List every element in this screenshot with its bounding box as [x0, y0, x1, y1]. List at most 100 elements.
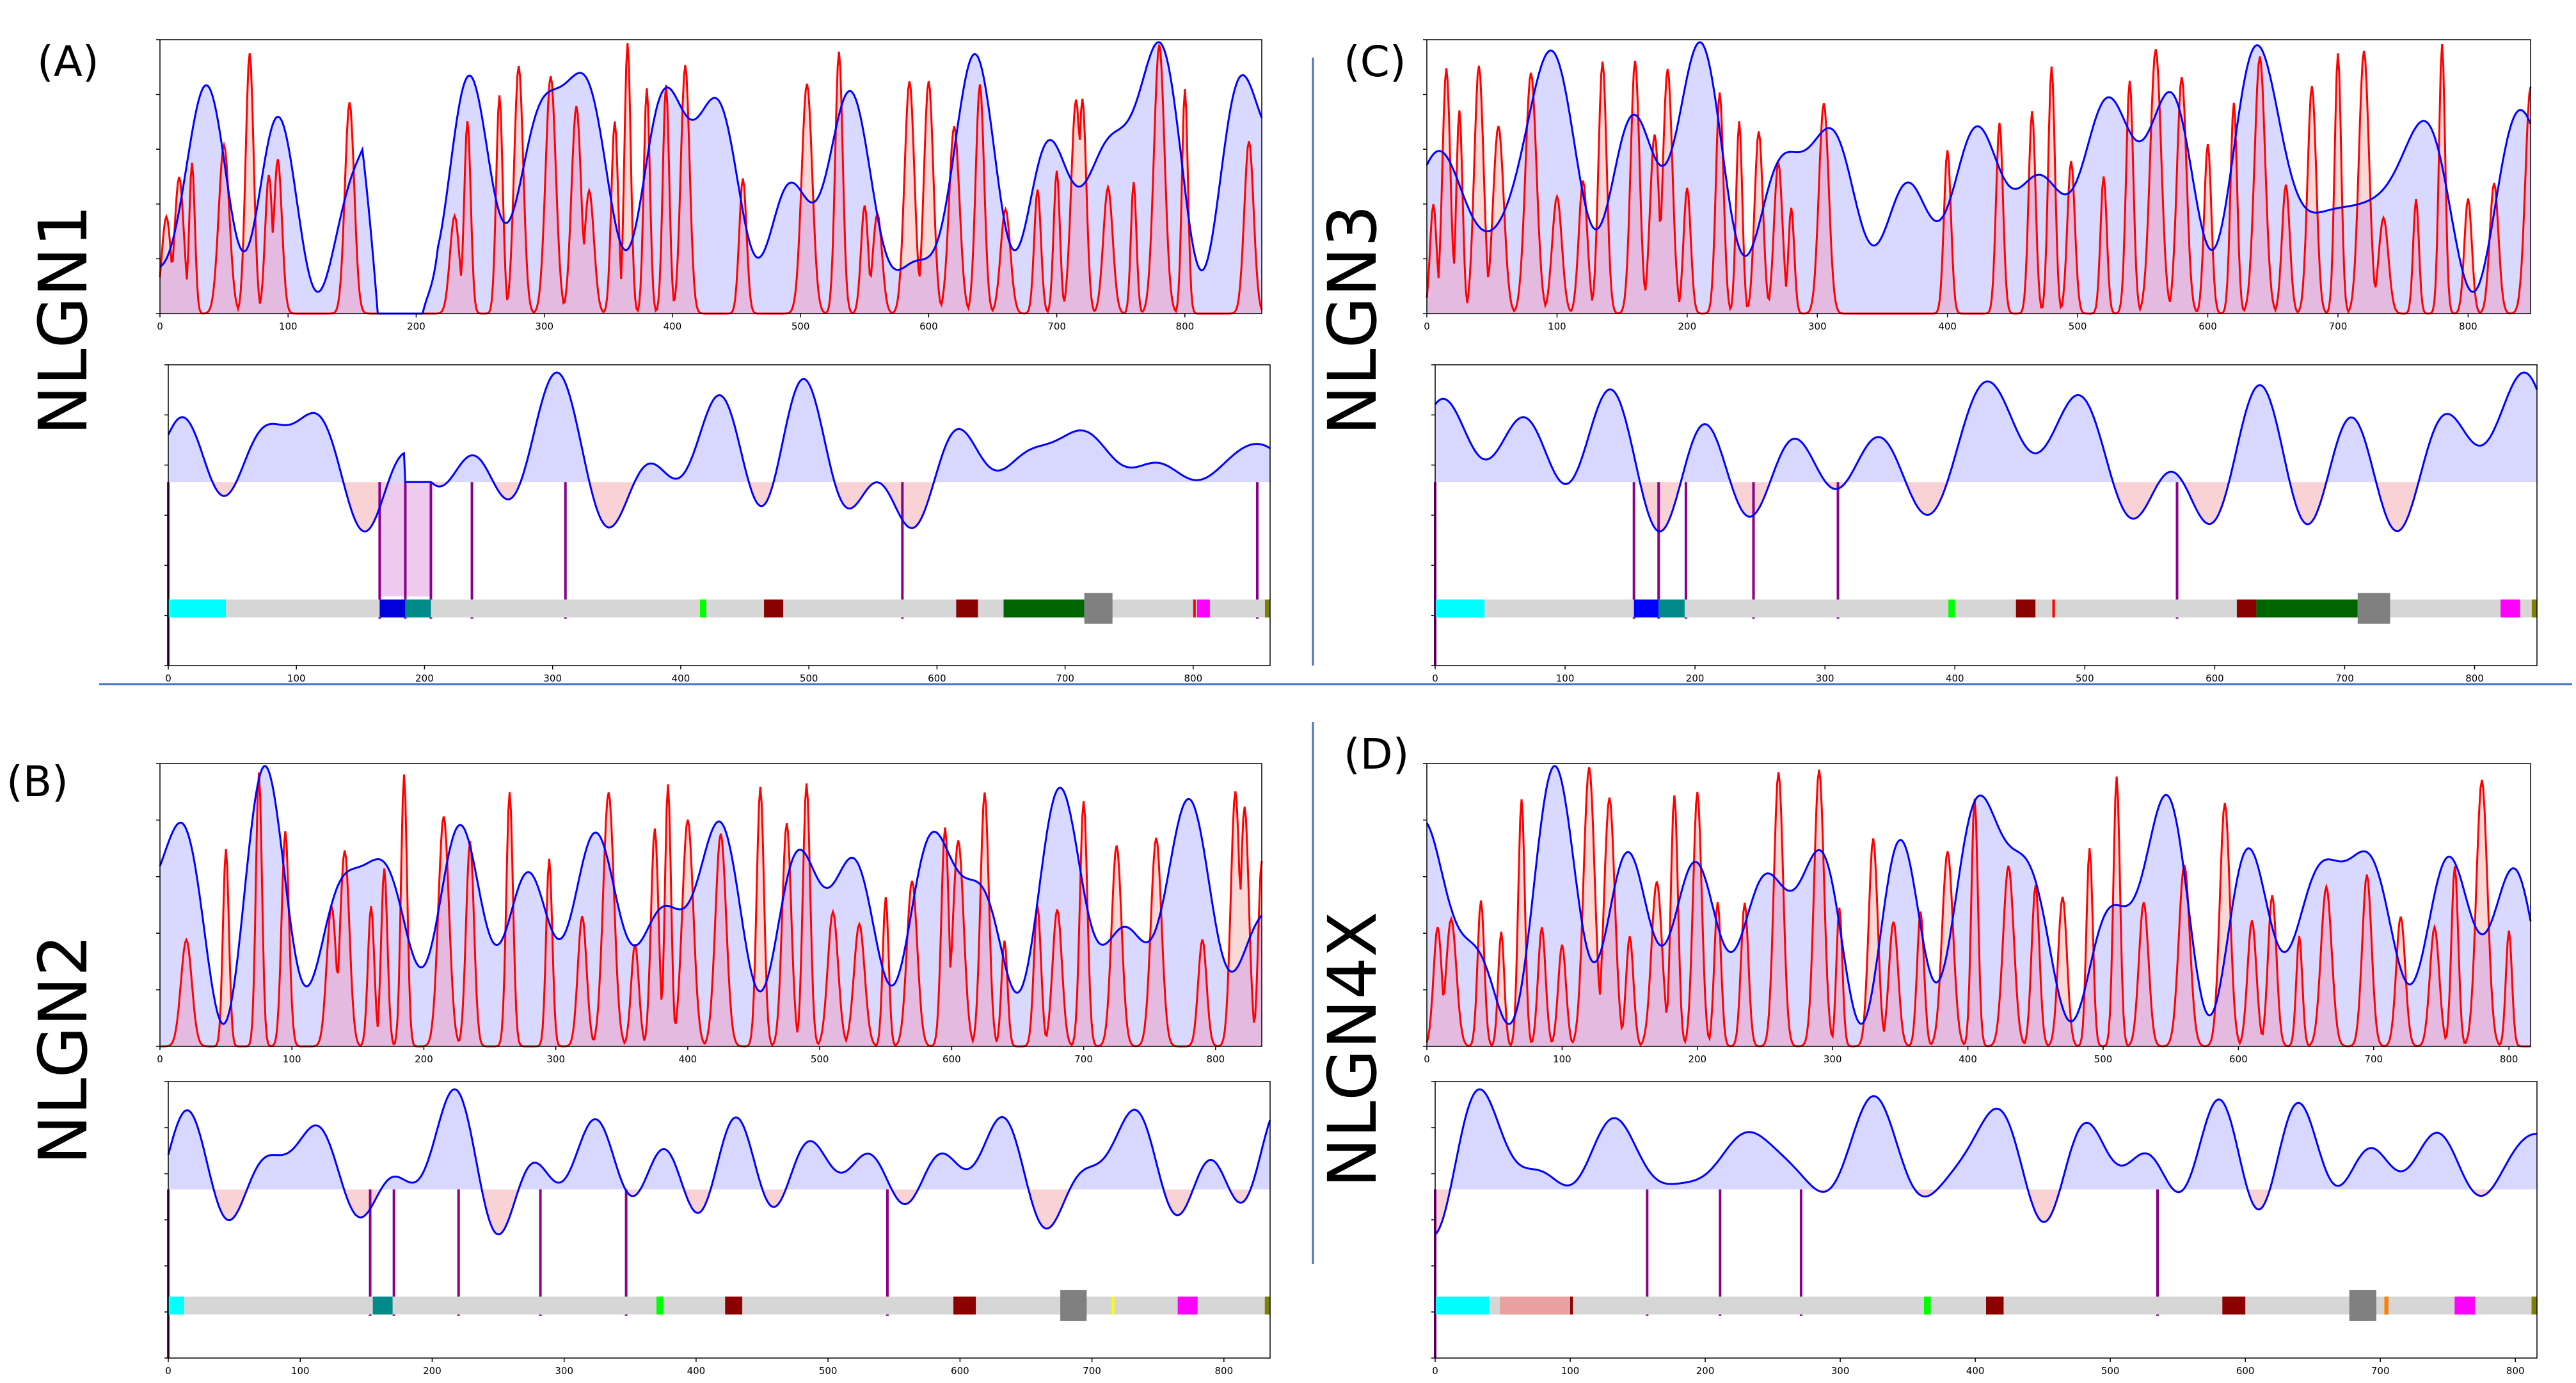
domain-block — [1060, 1290, 1087, 1321]
top-xtick-label: 400 — [664, 321, 682, 332]
domain-block — [372, 1296, 393, 1315]
top-plot: 0 100 200 300 400 500 600 700 800 — [1423, 39, 2532, 332]
blue-series-line — [1426, 41, 2532, 293]
blue-series-line — [159, 41, 1263, 315]
lower-xtick-label: 800 — [2506, 1365, 2525, 1377]
domain-block — [168, 599, 227, 618]
domain-block — [2256, 599, 2358, 618]
domain-block — [168, 1296, 184, 1315]
top-xtick-label: 0 — [1424, 321, 1430, 332]
lower-plot-frame — [168, 1081, 1271, 1359]
lower-negative-area — [168, 1189, 1270, 1235]
domain-block — [1264, 1296, 1270, 1315]
top-xtick-label: 300 — [1824, 1053, 1842, 1065]
lower-xtick-label: 200 — [1686, 673, 1705, 684]
domain-block — [1948, 599, 1955, 618]
domain-block — [1435, 1296, 1490, 1315]
lower-plot: 0 100 200 300 400 500 600 700 800 — [1431, 364, 2538, 684]
top-xtick-label: 200 — [1688, 1053, 1706, 1065]
top-xtick-label: 300 — [1808, 321, 1827, 332]
domain-block — [2349, 1290, 2376, 1321]
panel-label: (A) — [37, 37, 99, 86]
lower-xtick-label: 700 — [2335, 673, 2354, 684]
lower-negative-area — [1435, 1189, 2537, 1235]
domain-block — [1264, 599, 1270, 618]
lower-xtick-label: 700 — [2371, 1365, 2390, 1377]
lower-xtick-label: 400 — [1946, 673, 1964, 684]
domain-block — [2500, 599, 2520, 618]
top-xtick-label: 800 — [2459, 321, 2477, 332]
top-xtick-label: 100 — [283, 1053, 301, 1065]
lower-series-line — [1434, 1088, 2538, 1235]
overlap-area — [1427, 801, 2531, 1046]
top-plot-frame — [1426, 763, 2531, 1047]
top-xtick-label: 100 — [279, 321, 298, 332]
lower-plot: 0 100 200 300 400 500 600 700 800 — [164, 1081, 1271, 1377]
lower-xtick-label: 400 — [687, 1365, 706, 1377]
top-xtick-label: 500 — [2094, 1053, 2113, 1065]
top-xtick-label: 700 — [2329, 321, 2348, 332]
lower-xtick-label: 400 — [672, 673, 690, 684]
domain-block — [953, 1296, 976, 1315]
top-xtick-label: 600 — [919, 321, 938, 332]
lower-xtick-label: 800 — [1215, 1365, 1234, 1377]
lower-xtick-label: 0 — [1432, 1365, 1438, 1377]
blue-series-line — [159, 765, 1263, 1025]
protein-label: NLGN2 — [24, 934, 102, 1165]
lower-plot: 0 100 200 300 400 500 600 700 800 — [1431, 1081, 2538, 1377]
lower-xtick-label: 600 — [2236, 1365, 2255, 1377]
domain-block — [2454, 1296, 2475, 1315]
lower-xtick-label: 200 — [415, 673, 434, 684]
top-xtick-label: 300 — [546, 1053, 565, 1065]
blue-series-line — [1426, 765, 2532, 1025]
domain-block — [956, 599, 978, 618]
lower-xtick-label: 300 — [1831, 1365, 1850, 1377]
panel-nlgn4x: (D) NLGN4X 0 100 200 300 400 500 600 700 800 0 100 20… — [1314, 730, 2538, 1377]
domain-block — [2531, 599, 2537, 618]
top-xtick-label: 500 — [791, 321, 810, 332]
lower-xtick-label: 800 — [1184, 673, 1203, 684]
top-xtick-label: 700 — [1074, 1053, 1093, 1065]
top-xtick-label: 0 — [157, 1053, 163, 1065]
lower-xtick-label: 0 — [1432, 673, 1438, 684]
top-xtick-label: 500 — [2069, 321, 2087, 332]
top-plot-frame — [159, 39, 1262, 314]
top-xtick-label: 600 — [2229, 1053, 2248, 1065]
lower-plot: 0 100 200 300 400 500 600 700 800 — [164, 364, 1271, 684]
top-xtick-label: 600 — [942, 1053, 961, 1065]
top-plot: 0 100 200 300 400 500 600 700 800 — [156, 39, 1263, 332]
lower-series-line — [167, 371, 1271, 532]
lower-series-line — [1434, 371, 2538, 532]
lower-series-line — [167, 1088, 1271, 1236]
panel-label: (B) — [6, 757, 68, 806]
panel-nlgn1: (A) NLGN1 0 100 200 300 400 500 600 700 800 0 100 200… — [24, 37, 1271, 684]
domain-block — [2052, 599, 2055, 618]
top-xtick-label: 400 — [1959, 1053, 1977, 1065]
lower-xtick-label: 800 — [2465, 673, 2484, 684]
lower-xtick-label: 500 — [2076, 673, 2094, 684]
domain-block — [405, 599, 431, 618]
panel-label: (D) — [1344, 730, 1409, 779]
domain-block — [725, 1296, 743, 1315]
domain-block — [1003, 599, 1085, 618]
domain-block — [1177, 1296, 1198, 1315]
domain-block — [379, 599, 406, 618]
top-xtick-label: 0 — [1424, 1053, 1430, 1065]
domain-track — [168, 1296, 1270, 1315]
domain-block — [1986, 1296, 2004, 1315]
domain-block — [2015, 599, 2036, 618]
lower-negative-area — [168, 482, 1270, 532]
lower-xtick-label: 100 — [1556, 673, 1575, 684]
lower-xtick-label: 600 — [2206, 673, 2224, 684]
domain-block — [1084, 593, 1113, 624]
domain-block — [1197, 599, 1210, 618]
protein-label: NLGN1 — [24, 205, 102, 435]
domain-block — [1570, 1296, 1573, 1315]
domain-block — [2531, 1296, 2537, 1315]
top-xtick-label: 700 — [2364, 1053, 2383, 1065]
top-xtick-label: 200 — [415, 1053, 433, 1065]
lower-xtick-label: 0 — [165, 1365, 171, 1377]
lower-xtick-label: 300 — [1816, 673, 1834, 684]
top-plot: 0 100 200 300 400 500 600 700 800 — [156, 763, 1263, 1065]
